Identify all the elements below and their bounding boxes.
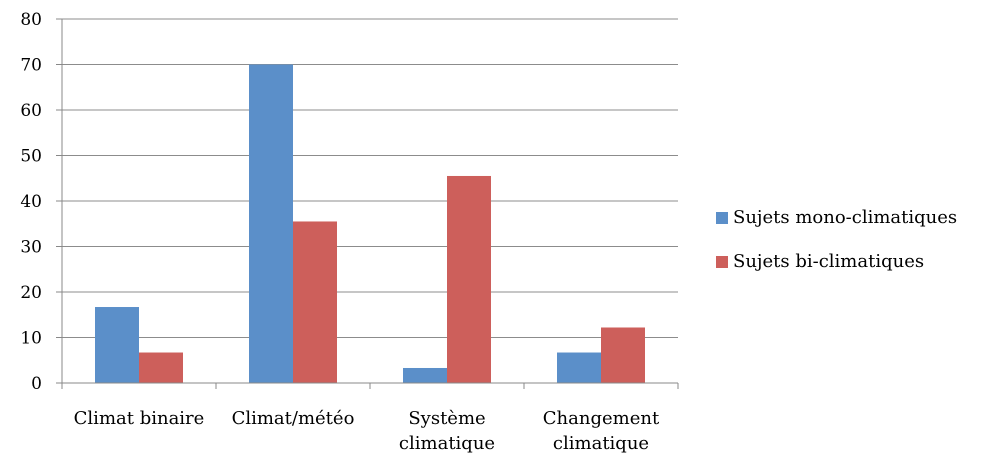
y-axis-ticks: 0 10 20 30 40 50 60 70 80 — [20, 10, 62, 394]
x-category-label: Changement — [543, 408, 660, 429]
bar-mono-0 — [95, 307, 139, 383]
legend-label: Sujets mono-climatiques — [733, 207, 957, 228]
bars — [95, 64, 645, 383]
bar-mono-3 — [557, 352, 601, 383]
legend-swatch — [716, 212, 728, 224]
bar-bi-0 — [139, 352, 183, 383]
x-category-label: Climat binaire — [74, 408, 205, 429]
x-axis-labels: Climat binaire Climat/météo Système climati… — [61, 383, 679, 454]
x-category-label: Système — [408, 408, 485, 429]
x-category-label: Climat/météo — [232, 408, 355, 429]
bar-mono-1 — [249, 64, 293, 383]
bar-bi-1 — [293, 221, 337, 383]
y-tick-label: 50 — [20, 147, 42, 167]
legend-label: Sujets bi-climatiques — [733, 251, 924, 272]
y-tick-label: 20 — [20, 283, 42, 303]
x-category-label: climatique — [553, 433, 649, 454]
y-tick-label: 60 — [20, 101, 42, 121]
bar-bi-2 — [447, 175, 491, 383]
y-tick-label: 80 — [20, 10, 42, 30]
y-tick-label: 30 — [20, 238, 42, 258]
y-tick-label: 10 — [20, 329, 42, 349]
legend-swatch — [716, 256, 728, 268]
bar-bi-3 — [601, 327, 645, 383]
legend: Sujets mono-climatiques Sujets bi-climati… — [716, 207, 957, 272]
y-tick-label: 0 — [31, 374, 42, 394]
bar-mono-2 — [403, 367, 447, 383]
gridlines — [62, 18, 678, 338]
y-tick-label: 40 — [20, 192, 42, 212]
y-tick-label: 70 — [20, 56, 42, 76]
x-category-label: climatique — [399, 433, 495, 454]
